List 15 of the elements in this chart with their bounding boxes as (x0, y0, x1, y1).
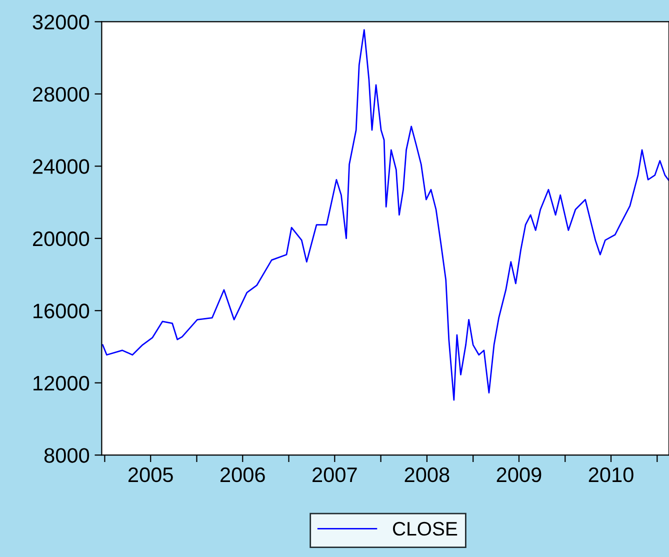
y-tick-label: 12000 (34, 376, 90, 391)
line-series (102, 29, 669, 401)
x-tick-label: 2008 (404, 467, 450, 482)
y-tick-label: 16000 (34, 304, 90, 318)
y-tick-label: 20000 (33, 231, 90, 246)
x-tick-label: 2009 (496, 467, 542, 482)
x-tick-label: 2006 (220, 467, 265, 482)
y-tick-label: 24000 (33, 159, 90, 174)
x-tick-label: 2010 (588, 467, 634, 482)
y-tick-label: 32000 (32, 14, 90, 30)
x-tick-label: 2005 (128, 467, 173, 482)
y-tick-label: 28000 (33, 86, 90, 102)
y-tick-label: 8000 (44, 448, 90, 463)
x-tick-label: 2007 (312, 467, 357, 482)
legend-label: CLOSE (392, 522, 458, 536)
